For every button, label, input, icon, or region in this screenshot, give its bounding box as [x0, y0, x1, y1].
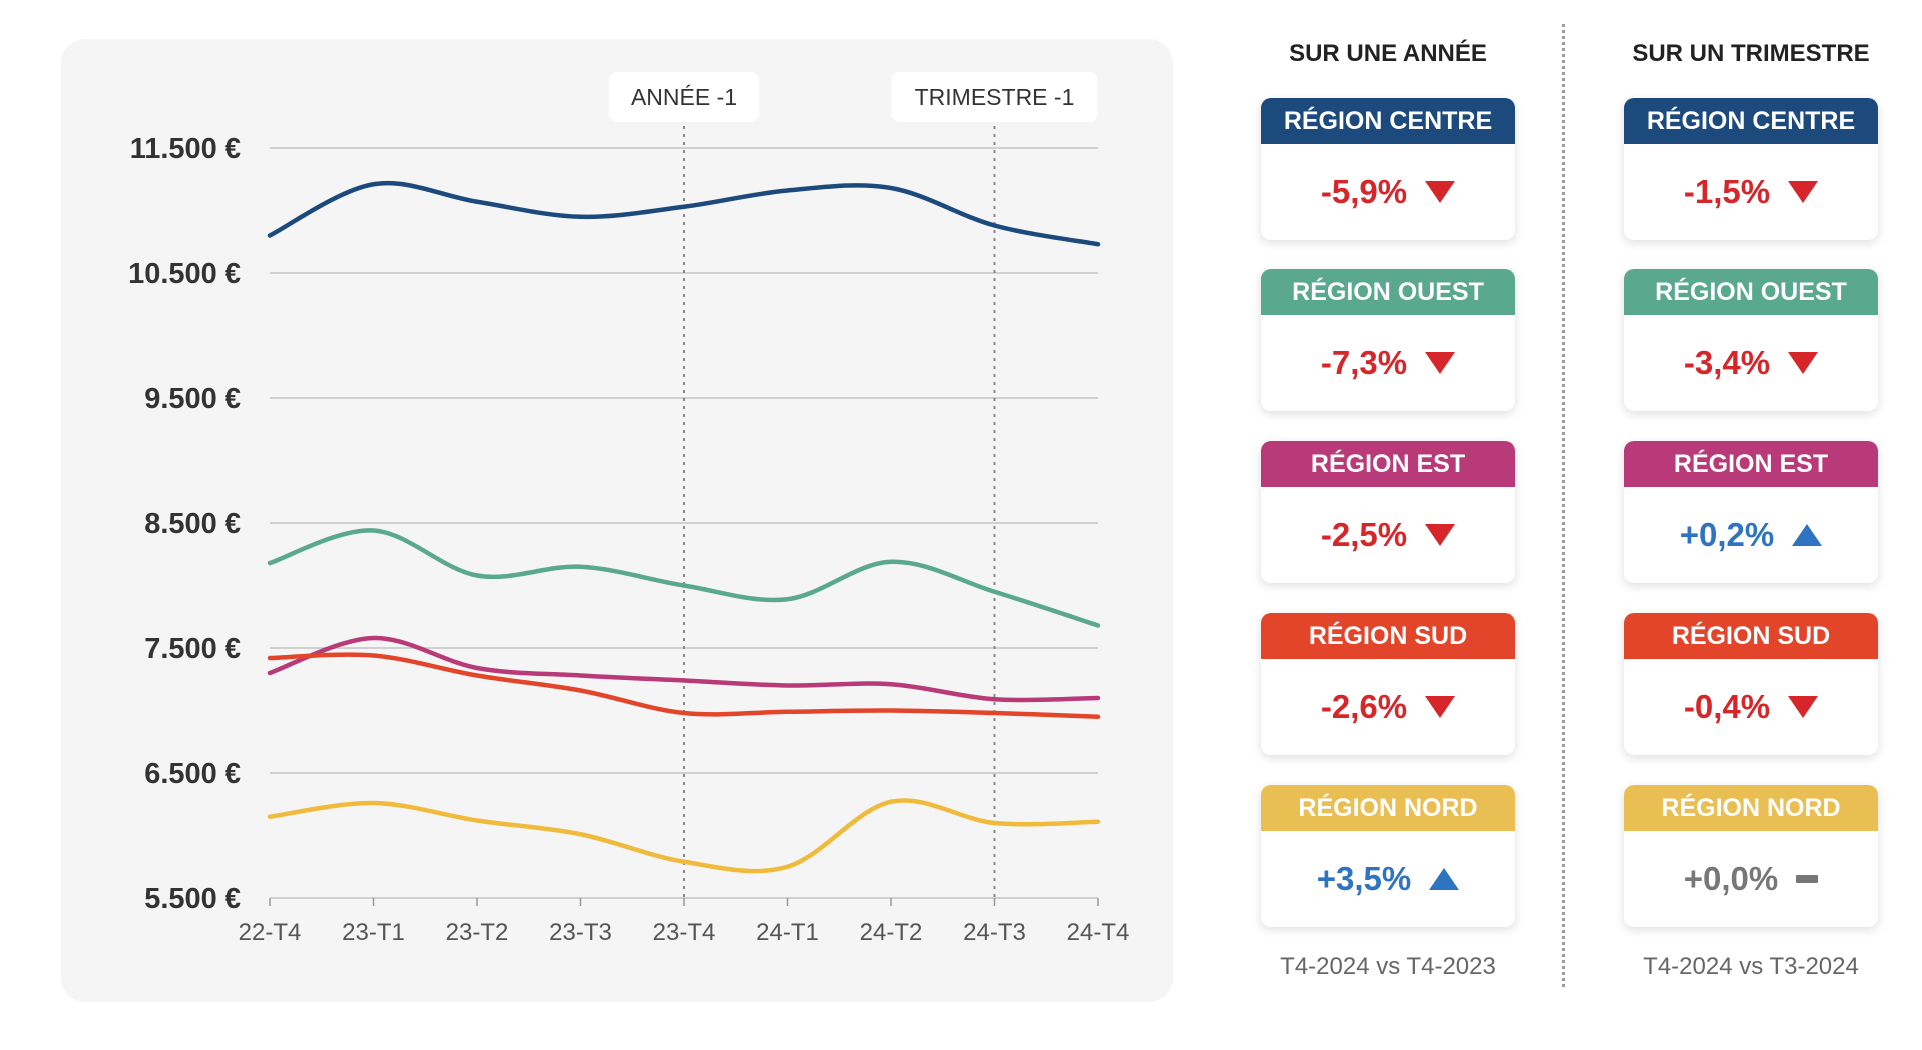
region-card: RÉGION CENTRE -1,5%	[1624, 98, 1878, 240]
series-line	[267, 652, 1101, 719]
dash-icon	[1796, 875, 1819, 883]
region-card: RÉGION EST -2,5%	[1261, 441, 1515, 583]
reference-label: TRIMESTRE -1	[915, 84, 1075, 110]
x-tick-label: 24-T2	[860, 919, 923, 946]
x-tick-label: 23-T4	[653, 919, 716, 946]
column-heading-year: SUR UNE ANNÉE	[1289, 40, 1487, 67]
footnote-quarter: T4-2024 vs T3-2024	[1643, 953, 1859, 980]
region-card: RÉGION SUD -2,6%	[1261, 613, 1515, 755]
y-tick-label: 11.500 €	[130, 133, 241, 165]
change-value: +0,2%	[1679, 516, 1775, 553]
x-tick-label: 23-T1	[342, 919, 405, 946]
y-tick-label: 10.500 €	[128, 258, 241, 290]
region-card-title: RÉGION SUD	[1624, 613, 1878, 659]
reference-label-box	[609, 72, 759, 122]
region-card: RÉGION NORD +3,5%	[1261, 785, 1515, 927]
region-card: RÉGION OUEST -7,3%	[1261, 269, 1515, 411]
region-card-title: RÉGION EST	[1261, 441, 1515, 487]
region-card-title: RÉGION NORD	[1624, 785, 1878, 831]
triangle-up-icon	[1429, 868, 1460, 890]
region-card-title: RÉGION NORD	[1261, 785, 1515, 831]
region-card-title: RÉGION OUEST	[1261, 269, 1515, 315]
region-card-title: RÉGION CENTRE	[1624, 98, 1878, 144]
region-card-title: RÉGION SUD	[1261, 613, 1515, 659]
triangle-down-icon	[1425, 181, 1456, 203]
region-card: RÉGION CENTRE -5,9%	[1261, 98, 1515, 240]
series-line	[267, 798, 1101, 874]
series-line	[267, 528, 1101, 628]
change-value: -2,6%	[1320, 688, 1408, 725]
x-tick-label: 24-T1	[756, 919, 819, 946]
region-card: RÉGION EST +0,2%	[1624, 441, 1878, 583]
triangle-down-icon	[1788, 696, 1819, 718]
y-tick-label: 8.500 €	[144, 508, 241, 540]
column-divider	[1562, 24, 1565, 987]
region-card-title: RÉGION OUEST	[1624, 269, 1878, 315]
x-tick-label: 22-T4	[239, 919, 302, 946]
column-heading-quarter: SUR UN TRIMESTRE	[1632, 40, 1870, 67]
triangle-down-icon	[1425, 352, 1456, 374]
reference-label: ANNÉE -1	[631, 84, 737, 110]
reference-label-box	[891, 72, 1098, 122]
footnote-year: T4-2024 vs T4-2023	[1280, 953, 1496, 980]
region-card: RÉGION NORD +0,0%	[1624, 785, 1878, 927]
series-line	[267, 181, 1101, 247]
region-card: RÉGION SUD -0,4%	[1624, 613, 1878, 755]
y-tick-label: 7.500 €	[144, 633, 241, 665]
x-tick-label: 24-T4	[1067, 919, 1130, 946]
change-value: +0,0%	[1683, 860, 1779, 897]
x-tick-label: 23-T2	[446, 919, 509, 946]
triangle-down-icon	[1788, 181, 1819, 203]
y-tick-label: 9.500 €	[144, 383, 241, 415]
y-tick-label: 6.500 €	[144, 758, 241, 790]
y-tick-label: 5.500 €	[144, 883, 241, 915]
triangle-down-icon	[1788, 352, 1819, 374]
triangle-down-icon	[1425, 524, 1456, 546]
triangle-up-icon	[1792, 524, 1823, 546]
x-tick-label: 23-T3	[549, 919, 612, 946]
triangle-down-icon	[1425, 696, 1456, 718]
region-card-title: RÉGION EST	[1624, 441, 1878, 487]
x-tick-label: 24-T3	[963, 919, 1026, 946]
region-card: RÉGION OUEST -3,4%	[1624, 269, 1878, 411]
change-value: -7,3%	[1320, 344, 1408, 381]
region-card-title: RÉGION CENTRE	[1261, 98, 1515, 144]
chart-panel	[61, 39, 1173, 1002]
series-line	[267, 635, 1101, 703]
change-value: +3,5%	[1316, 860, 1412, 897]
change-value: -2,5%	[1320, 516, 1408, 553]
change-value: -0,4%	[1683, 688, 1771, 725]
change-value: -1,5%	[1683, 173, 1771, 210]
change-value: -5,9%	[1320, 173, 1408, 210]
change-value: -3,4%	[1683, 344, 1771, 381]
